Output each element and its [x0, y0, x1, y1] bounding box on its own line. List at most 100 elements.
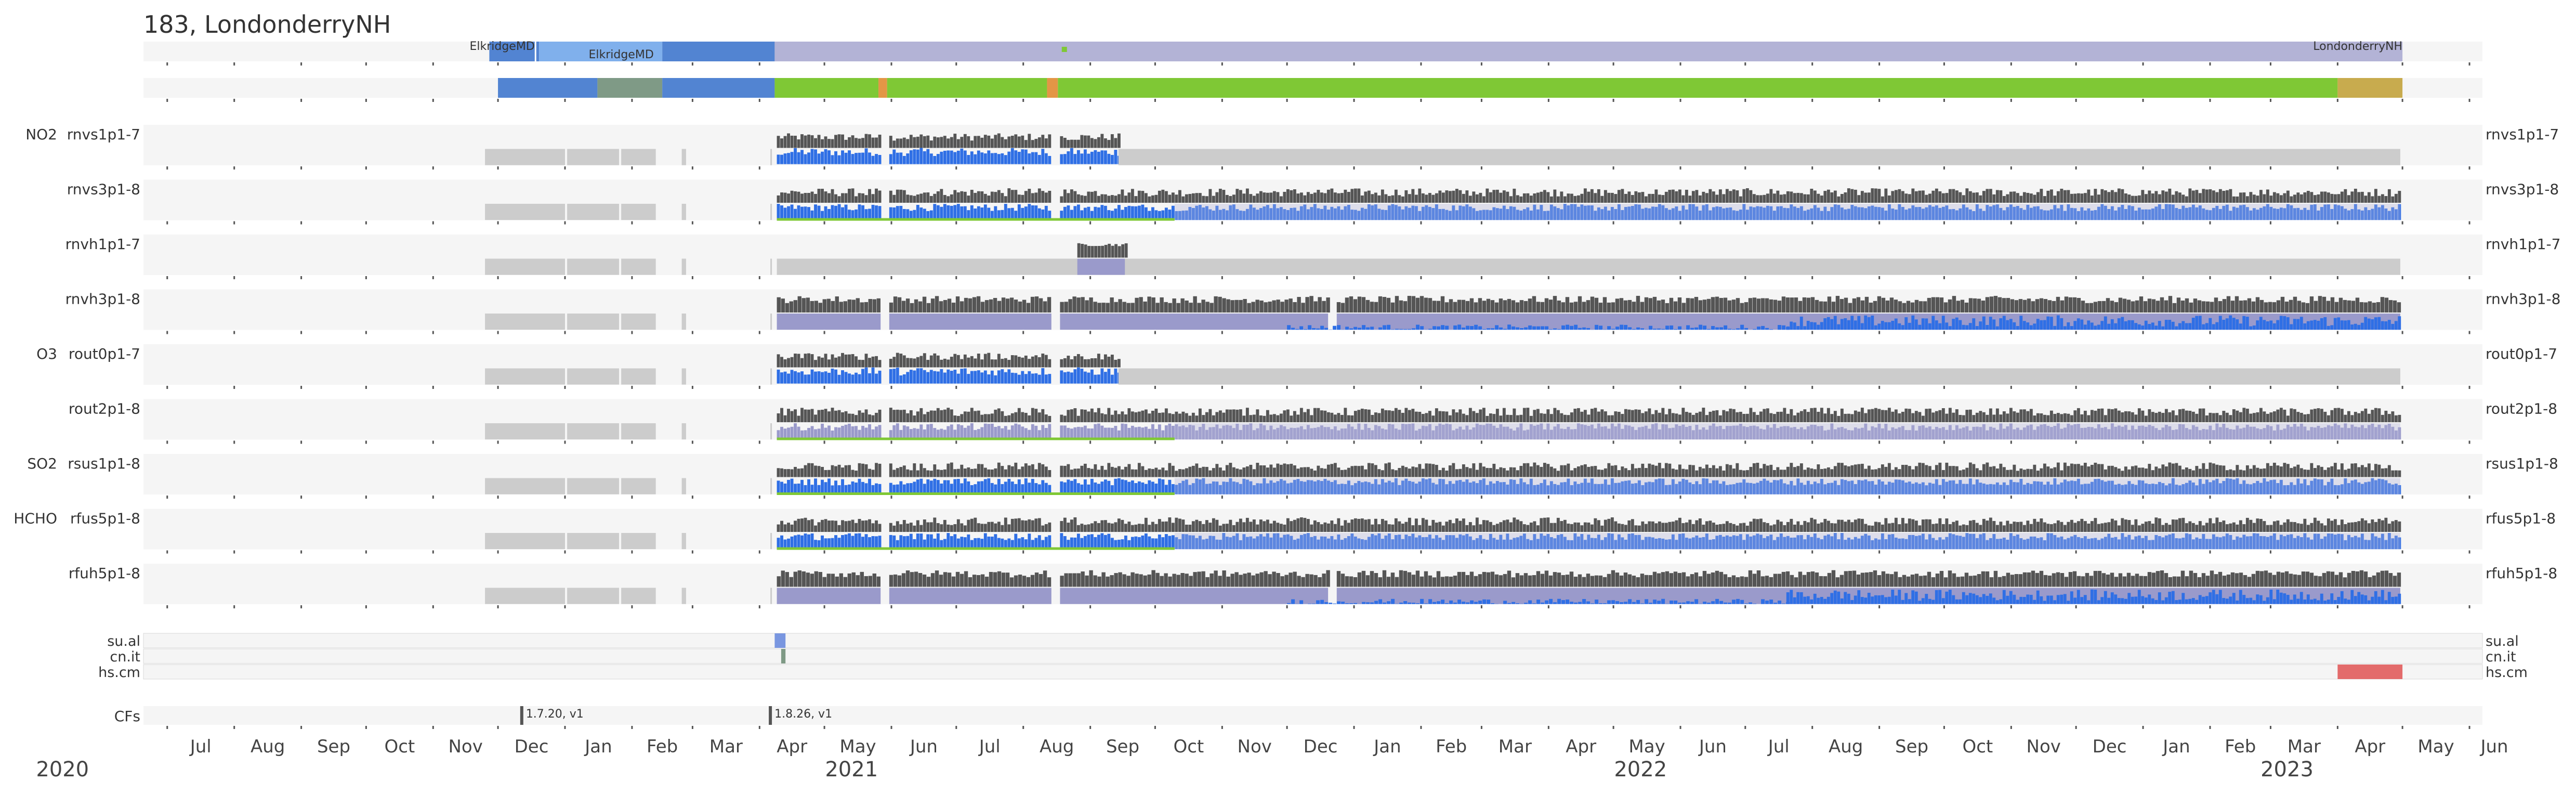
data-bar [1914, 300, 1919, 313]
data-bar [2350, 537, 2354, 550]
data-bar [1374, 302, 1378, 313]
data-bar [963, 411, 967, 422]
data-bar [1621, 210, 1624, 220]
data-bar [1911, 484, 1915, 494]
data-bar [2033, 464, 2036, 477]
data-bar [1753, 329, 1757, 330]
data-bar [1874, 206, 1877, 220]
data-bar [1263, 192, 1266, 203]
data-bar [896, 353, 899, 368]
data-bar [1208, 523, 1212, 532]
data-bar [926, 424, 930, 440]
data-bar [1506, 470, 1509, 477]
data-bar [1158, 413, 1161, 422]
data-bar [844, 424, 848, 440]
data-bar [1080, 427, 1084, 440]
data-bar [1043, 301, 1047, 313]
data-bar [1648, 408, 1651, 422]
data-bar [943, 358, 947, 368]
data-bar [1384, 463, 1388, 477]
data-bar [1452, 463, 1455, 477]
data-bar [2083, 193, 2087, 203]
data-bar [1072, 296, 1076, 313]
data-bar [2236, 536, 2239, 550]
data-bar [1860, 207, 1864, 220]
data-bar [1732, 189, 1736, 203]
data-bar [797, 296, 801, 313]
data-bar [2337, 485, 2341, 494]
data-bar [2344, 423, 2347, 440]
gray-block [621, 313, 656, 330]
data-bar [1598, 303, 1603, 313]
data-bar [1852, 298, 1857, 313]
data-bar [1374, 465, 1377, 477]
data-bar [1060, 196, 1063, 203]
data-bar [1871, 469, 1874, 477]
data-bar [1083, 196, 1087, 203]
data-bar [1675, 424, 1678, 440]
data-bar [1431, 519, 1435, 532]
data-bar [1955, 535, 1959, 550]
data-bar [1175, 424, 1178, 440]
data-bar [1877, 323, 1881, 330]
data-bar [1529, 540, 1533, 550]
data-bar [1901, 411, 1904, 422]
data-bar [1370, 302, 1374, 313]
data-bar [1887, 195, 1891, 203]
data-bar [1561, 302, 1566, 313]
data-bar [2305, 303, 2310, 313]
data-bar [2063, 462, 2067, 477]
data-bar [2104, 427, 2107, 440]
data-bar [2198, 539, 2202, 550]
data-bar [1668, 485, 1672, 494]
data-bar [2299, 210, 2303, 220]
data-bar [1536, 409, 1540, 422]
data-bar [1516, 327, 1520, 330]
data-bar [2060, 522, 2064, 532]
data-bar [913, 463, 916, 477]
data-bar [1320, 536, 1323, 550]
data-bar [1850, 414, 1854, 422]
data-bar [1840, 207, 1844, 220]
data-bar [1526, 207, 1530, 220]
data-bar [974, 192, 977, 203]
data-bar [956, 204, 960, 220]
data-bar [1685, 189, 1688, 203]
gray-block [485, 423, 565, 440]
data-bar [2002, 525, 2006, 532]
green-line [777, 547, 1175, 550]
data-bar [2134, 519, 2138, 532]
data-bar [2168, 188, 2172, 203]
data-bar [2073, 208, 2077, 220]
data-bar [2340, 320, 2344, 330]
data-bar [2013, 411, 2016, 422]
data-bar [2239, 428, 2242, 440]
data-bar [1317, 427, 1320, 440]
data-bar [1820, 479, 1823, 494]
data-bar [1830, 192, 1834, 203]
data-bar [2019, 538, 2023, 550]
data-bar [1995, 482, 1999, 494]
data-bar [1941, 524, 1945, 532]
data-bar [1779, 194, 1783, 203]
data-bar [1218, 525, 1222, 532]
data-bar [940, 137, 943, 148]
gray-block [567, 588, 619, 604]
data-bar [2310, 192, 2314, 203]
data-bar [1110, 195, 1114, 203]
gray-block [681, 149, 686, 165]
data-bar [1371, 484, 1374, 494]
data-bar [783, 483, 787, 494]
data-bar [2064, 296, 2069, 313]
data-bar [1979, 209, 1982, 220]
data-bar [2070, 463, 2073, 477]
data-bar [1921, 209, 1925, 220]
data-bar [1745, 483, 1749, 494]
data-bar [2256, 428, 2259, 440]
data-bar [1064, 302, 1068, 313]
data-bar [1357, 410, 1361, 422]
data-bar [1100, 533, 1104, 550]
data-bar [1336, 302, 1341, 313]
data-bar [1590, 424, 1594, 440]
data-bar [1604, 479, 1607, 494]
